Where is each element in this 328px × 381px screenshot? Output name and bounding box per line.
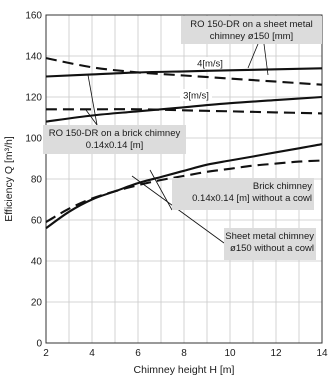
y-tick-label: 160 — [25, 11, 42, 22]
annotation-box-brick_cowl — [43, 125, 186, 154]
annotation-text-brick_no_cowl: Brick chimney — [253, 181, 312, 192]
x-tick-label: 8 — [181, 348, 187, 359]
series-lines — [45, 57, 323, 230]
y-tick-label: 120 — [25, 93, 42, 104]
y-tick-label: 100 — [25, 134, 42, 145]
annotation-text-metal_no_cowl: Sheet metal chimney — [225, 231, 314, 242]
x-tick-label: 14 — [316, 348, 328, 359]
y-tick-label: 20 — [31, 298, 43, 309]
y-tick-label: 40 — [31, 257, 43, 268]
x-axis-title: Chimney height H [m] — [134, 364, 235, 376]
annotation-labels: Chimney height H [m] Efficiency Q [m³/h]… — [3, 16, 322, 376]
y-tick-label: 0 — [36, 339, 42, 350]
annotation-text-brick_cowl: 0.14x0.14 [m] — [86, 140, 144, 151]
x-tick-label: 2 — [43, 348, 49, 359]
leader-line — [87, 74, 98, 126]
annotation-box-metal_no_cowl — [224, 228, 316, 260]
annotation-text-brick_cowl: RO 150-DR on a brick chimney — [49, 128, 181, 139]
annotation-text-metal_no_cowl: ø150 without a cowl — [230, 243, 314, 254]
annotation-text-brick_no_cowl: 0.14x0.14 [m] without a cowl — [192, 193, 312, 204]
y-tick-label: 80 — [31, 175, 43, 186]
series-line-1 — [45, 67, 323, 78]
plot-frame — [45, 14, 323, 344]
speed-label-bg — [194, 57, 226, 69]
x-tick-label: 10 — [224, 348, 236, 359]
x-tick-label: 4 — [89, 348, 95, 359]
y-tick-label: 140 — [25, 52, 42, 63]
annotation-text-metal_cowl: chimney ø150 [mm] — [210, 31, 293, 42]
series-line-4 — [45, 108, 323, 115]
annotation-box-metal_cowl — [181, 16, 322, 44]
series-line-2 — [45, 57, 323, 86]
leader-line — [85, 109, 98, 126]
x-tick-label: 12 — [270, 348, 282, 359]
y-axis-title: Efficiency Q [m³/h] — [3, 136, 15, 222]
x-tick-label: 6 — [135, 348, 141, 359]
speed-label-speed_4: 4[m/s] — [197, 59, 223, 70]
leader-line — [247, 43, 259, 69]
speed-label-bg — [180, 89, 212, 101]
series-line-3 — [45, 95, 323, 123]
annotation-text-metal_cowl: RO 150-DR on a sheet metal — [190, 19, 313, 30]
series-line-6 — [45, 159, 323, 223]
y-tick-label: 60 — [31, 216, 43, 227]
leader-line — [149, 169, 173, 211]
annotation-box-brick_no_cowl — [172, 178, 314, 210]
speed-label-speed_3: 3[m/s] — [183, 91, 209, 102]
leader-line — [263, 43, 269, 76]
tick-labels: 0 20 40 60 80 100 120 140 160 2 4 6 8 10 12 14 — [25, 11, 328, 360]
